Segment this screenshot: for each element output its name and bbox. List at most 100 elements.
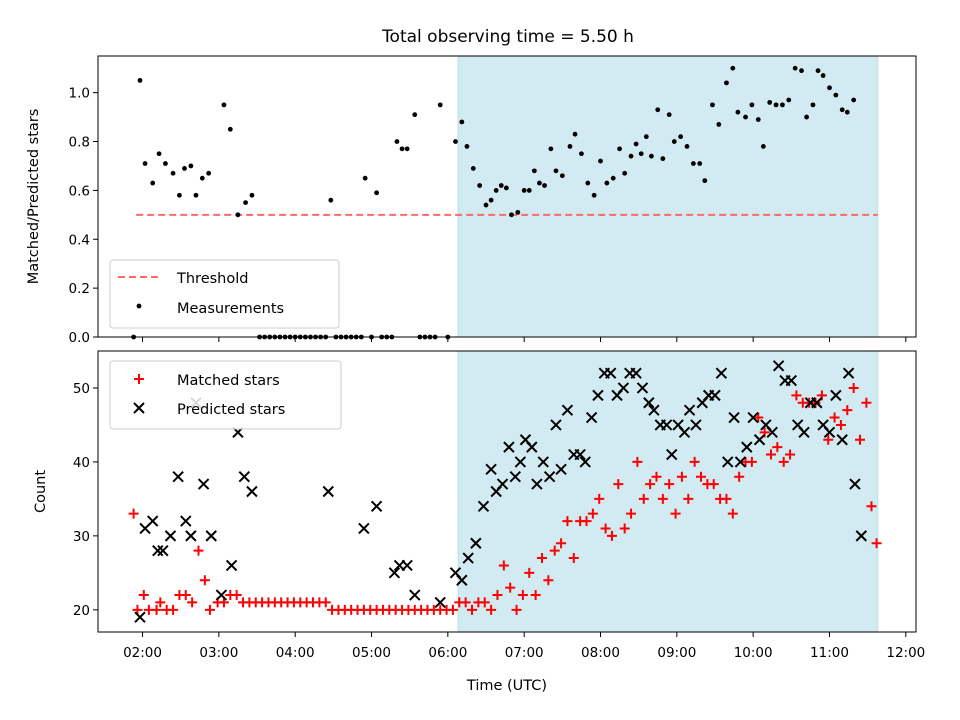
matched-star-point <box>536 553 547 564</box>
matched-star-point <box>861 397 872 408</box>
predicted-star-point <box>715 367 728 379</box>
measurement-point <box>678 134 684 140</box>
measurement-point <box>660 156 666 162</box>
matched-star-point <box>155 597 166 608</box>
predicted-star-point <box>514 456 527 468</box>
predicted-star-point <box>134 611 146 623</box>
matched-star-point <box>606 530 617 541</box>
matched-star-point <box>320 597 331 608</box>
predicted-star-point <box>246 485 258 498</box>
predicted-star-point <box>172 471 184 483</box>
y-tick-label: 1.0 <box>69 86 90 102</box>
matched-star-point <box>505 582 516 593</box>
measurement-point <box>643 134 649 140</box>
measurement-point <box>503 185 509 191</box>
x-axis-ticks <box>142 337 907 342</box>
matched-star-point <box>645 479 656 490</box>
y-tick-label: 30 <box>73 529 90 545</box>
matched-star-point <box>871 538 882 549</box>
measurement-point <box>526 187 532 193</box>
matched-star-point <box>218 597 229 608</box>
matched-star-point <box>835 419 846 430</box>
predicted-star-point <box>660 419 673 431</box>
measurement-point <box>690 161 696 166</box>
matched-star-point <box>486 604 497 615</box>
y-tick-label: 0.2 <box>69 281 90 297</box>
matched-star-point <box>498 560 509 571</box>
matched-star-point <box>180 590 191 601</box>
matched-star-point <box>543 575 554 586</box>
matched-star-point <box>587 508 598 519</box>
measurement-point <box>773 102 779 108</box>
legend-label-measurements: Measurements <box>177 301 284 317</box>
measurement-point <box>394 139 400 144</box>
measurement-point <box>671 139 677 144</box>
matched-star-point <box>664 479 675 490</box>
measurement-point <box>453 139 458 144</box>
matched-star-point <box>823 434 834 445</box>
measurement-point <box>820 73 826 78</box>
measurement-point <box>150 180 156 186</box>
y-tick-label: 0.4 <box>69 232 90 248</box>
measurement-point <box>697 161 703 166</box>
measurement-point <box>749 102 755 108</box>
predicted-star-point <box>636 382 649 394</box>
predicted-star-point <box>604 367 617 379</box>
x-tick-label: 06:00 <box>428 645 467 661</box>
predicted-star-point <box>561 404 574 416</box>
measurement-point <box>730 65 736 71</box>
measurement-point <box>604 180 610 186</box>
measurement-point <box>156 151 162 157</box>
matched-star-point <box>753 412 764 423</box>
y-tick-label: 0.6 <box>69 183 90 199</box>
matched-star-point <box>479 597 490 608</box>
matched-star-point <box>581 516 592 527</box>
predicted-star-point <box>772 360 785 372</box>
predicted-star-point <box>388 567 401 579</box>
x-tick-label: 08:00 <box>581 645 620 661</box>
matched-star-point <box>517 590 528 601</box>
predicted-star-point <box>579 456 591 468</box>
measurement-point <box>598 158 603 164</box>
matched-star-point <box>696 471 707 482</box>
measurement-point <box>684 144 690 149</box>
matched-star-point <box>842 405 853 416</box>
predicted-star-point <box>434 596 446 609</box>
matched-star-point <box>785 449 796 460</box>
matched-star-point <box>613 479 624 490</box>
matched-star-point <box>231 590 242 601</box>
predicted-star-point <box>477 500 490 512</box>
measurement-point <box>328 197 334 203</box>
measurement-point <box>710 102 715 108</box>
predicted-star-point <box>157 544 169 557</box>
measurement-point <box>633 141 639 147</box>
measurement-point <box>531 168 537 174</box>
legend-swatch-matched <box>134 374 144 384</box>
predicted-star-point <box>734 456 747 468</box>
predicted-star-point <box>215 589 228 601</box>
measurement-point <box>702 178 708 184</box>
x-tick-label: 10:00 <box>734 645 773 661</box>
measurement-point <box>628 153 634 159</box>
measurement-point <box>655 107 661 113</box>
predicted-star-point <box>370 500 383 512</box>
measurement-point <box>142 161 148 166</box>
legend-swatch-measurements <box>136 303 142 309</box>
matched-star-point <box>721 493 732 504</box>
measurement-point <box>567 144 573 149</box>
shaded-span-rect <box>457 350 879 633</box>
measurement-point <box>767 100 773 105</box>
measurement-point <box>404 146 410 152</box>
matched-star-point <box>689 456 700 467</box>
predicted-star-point <box>798 426 810 439</box>
count-points <box>128 360 882 623</box>
measurement-point <box>374 190 380 196</box>
predicted-star-point <box>146 515 159 527</box>
measurement-point <box>193 192 199 198</box>
x-tick-label: 02:00 <box>123 645 162 661</box>
predicted-star-point <box>678 426 691 439</box>
matched-star-point <box>549 545 560 556</box>
predicted-star-point <box>648 404 660 416</box>
x-tick-label: 11:00 <box>810 645 849 661</box>
predicted-star-point <box>503 441 515 453</box>
